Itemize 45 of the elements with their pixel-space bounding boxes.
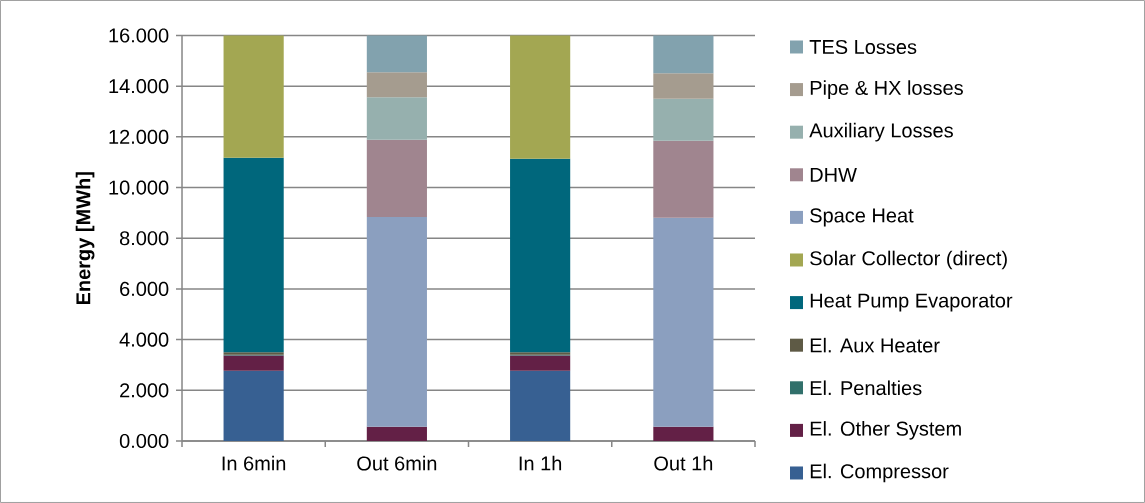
x-tick-label: In 6min — [222, 455, 286, 471]
y-axis-title: Energy [MWh] — [75, 172, 95, 305]
bar — [366, 35, 427, 73]
y-tick-label: 10.000 — [109, 180, 169, 195]
y-tick-label: 12.000 — [109, 129, 169, 144]
legend-label: Space Heat — [810, 208, 914, 227]
y-tick-label: 6.000 — [120, 281, 169, 297]
x-tick-label: In 1h — [519, 455, 562, 471]
legend-label: Heat Pump Evaporator — [810, 293, 1013, 312]
legend-label: El. Penalties — [810, 380, 922, 396]
bar — [510, 370, 571, 441]
bar — [510, 355, 571, 371]
legend-label: TES Losses — [809, 39, 917, 55]
bar — [653, 35, 714, 74]
bar — [366, 216, 427, 427]
legend-label: Solar Collector (direct) — [810, 250, 1007, 270]
bar — [223, 157, 284, 353]
bar — [223, 370, 284, 441]
y-tick-label: 4.000 — [119, 332, 169, 347]
x-tick-label: Out 6min — [357, 455, 437, 471]
bar — [510, 158, 571, 353]
bar — [366, 139, 427, 217]
y-tick-label: 2.000 — [120, 383, 169, 398]
bar — [366, 72, 427, 98]
legend-label: El. Aux Heater — [810, 337, 940, 353]
y-tick-label: 16.000 — [109, 28, 169, 43]
bar — [653, 426, 714, 441]
legend-label: DHW — [810, 167, 857, 182]
y-tick-label: 14.000 — [109, 79, 169, 94]
bar — [366, 426, 427, 441]
bar — [653, 98, 714, 141]
y-tick-label: 8.000 — [119, 231, 169, 246]
x-tick-label: Out 1h — [654, 455, 713, 471]
bar — [653, 140, 714, 218]
legend-label: El. Compressor — [810, 463, 949, 483]
bar — [366, 97, 427, 140]
bar — [510, 35, 571, 159]
y-tick-label: 0.000 — [119, 433, 169, 449]
legend-label: El. Other System — [810, 421, 961, 440]
legend-label: Pipe & HX losses — [810, 80, 963, 99]
bar — [653, 73, 714, 99]
legend-label: Auxiliary Losses — [809, 122, 953, 142]
bar — [223, 35, 284, 158]
bar — [653, 217, 714, 427]
bar — [223, 355, 284, 371]
